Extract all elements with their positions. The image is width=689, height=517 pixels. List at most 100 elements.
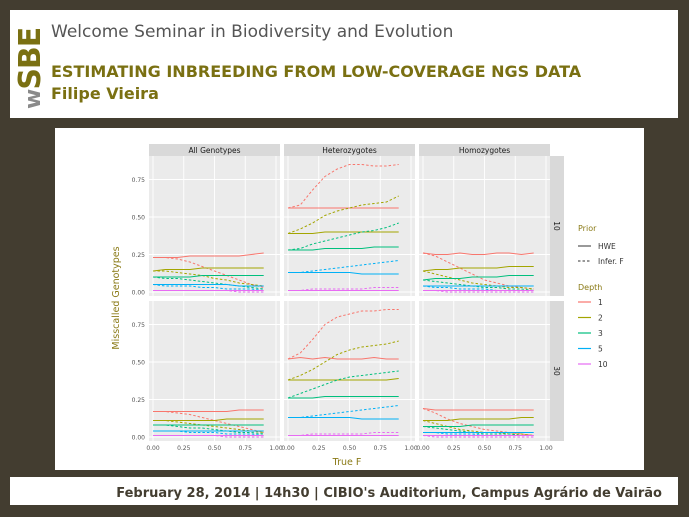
series-line-depth-2-inferf — [287, 340, 399, 381]
series-line-depth-5-hwe — [153, 284, 264, 287]
seminar-name: Welcome Seminar in Biodiversity and Evol… — [51, 22, 454, 42]
speaker-name: Filipe Vieira — [51, 84, 159, 103]
legend-label-depth: 3 — [598, 329, 603, 338]
series-line-depth-2-hwe — [152, 267, 264, 272]
y-tick-label: 0.00 — [132, 435, 146, 442]
series-line-depth-10-inferf — [423, 290, 534, 293]
series-line-depth-3-inferf — [422, 279, 534, 291]
series-line-depth-3-hwe — [422, 275, 534, 281]
x-tick-label: 0.25 — [177, 445, 191, 452]
series-line-depth-1-inferf — [153, 411, 264, 433]
facet-label-row: 30 — [552, 366, 561, 376]
talk-title: ESTIMATING INBREEDING FROM LOW-COVERAGE … — [51, 62, 582, 81]
chart-figure: All Genotypes Heterozygotes Homozygotes 10 3… — [55, 128, 644, 470]
x-tick-label: 0.00 — [281, 445, 295, 452]
x-tick-label: 1.00 — [539, 445, 553, 452]
series-line-depth-3-inferf — [287, 222, 399, 251]
y-axis-title: Misscalled Genotypes — [111, 246, 122, 349]
svg-text:wSBE: wSBE — [13, 28, 46, 109]
series-line-depth-2-hwe — [288, 231, 399, 234]
y-tick-label: 0.75 — [132, 322, 146, 329]
series-line-depth-1-inferf — [287, 164, 399, 209]
series-line-depth-5-inferf — [422, 285, 534, 291]
y-tick-label: 0.00 — [132, 290, 146, 297]
series-line-depth-5-inferf — [152, 284, 264, 291]
facet-label-row: 10 — [552, 221, 561, 231]
series-line-depth-10-inferf — [422, 435, 534, 438]
series-line-depth-10-inferf — [153, 435, 264, 438]
facet-strip-col — [149, 144, 280, 156]
y-tick-label: 0.25 — [132, 397, 146, 404]
series-line-depth-3-hwe — [288, 246, 399, 251]
x-tick-label: 1.00 — [404, 445, 418, 452]
legend-label-depth: 1 — [598, 298, 603, 307]
x-tick-label: 0.75 — [374, 445, 388, 452]
slide-header — [10, 10, 678, 118]
y-tick-label: 0.75 — [132, 177, 146, 184]
legend-label-depth: 5 — [598, 345, 603, 354]
x-tick-label: 0.75 — [509, 445, 523, 452]
legend-label-prior: HWE — [598, 242, 616, 251]
series-line-depth-2-inferf — [422, 270, 534, 290]
series-line-depth-10-inferf — [153, 290, 264, 293]
series-line-depth-3-hwe — [153, 275, 264, 278]
facet-strip-row — [550, 301, 564, 441]
x-axis-title: True F — [332, 457, 362, 468]
x-tick-label: 0.25 — [312, 445, 326, 452]
facet-strip-row — [550, 156, 564, 296]
series-line-depth-2-inferf — [287, 195, 399, 234]
series-line-depth-2-hwe — [288, 378, 399, 381]
series-line-depth-3-inferf — [287, 370, 399, 399]
series-line-depth-1-hwe — [153, 409, 264, 412]
x-tick-label: 0.00 — [416, 445, 430, 452]
series-line-depth-3-inferf — [152, 276, 264, 290]
y-tick-label: 0.25 — [132, 252, 146, 259]
series-line-depth-1-hwe — [422, 408, 534, 411]
series-line-depth-2-hwe — [422, 266, 534, 272]
legend-label-prior: Infer. F — [598, 257, 624, 266]
y-tick-label: 0.50 — [132, 360, 146, 367]
x-tick-label: 0.50 — [208, 445, 222, 452]
facet-label-col: All Genotypes — [188, 146, 240, 155]
legend-title-prior: Prior — [578, 224, 597, 233]
series-line-depth-3-hwe — [423, 424, 534, 427]
series-line-depth-2-inferf — [422, 420, 534, 436]
series-line-depth-1-hwe — [153, 252, 264, 258]
series-line-depth-2-hwe — [423, 417, 534, 421]
legend-title-depth: Depth — [578, 283, 602, 292]
x-tick-label: 0.25 — [447, 445, 461, 452]
legend-label-depth: 10 — [598, 360, 608, 369]
series-line-depth-3-hwe — [288, 396, 399, 399]
slide-footer — [10, 477, 678, 505]
series-line-depth-3-inferf — [153, 424, 264, 435]
series-line-depth-5-hwe — [288, 417, 399, 420]
x-tick-label: 0.50 — [343, 445, 357, 452]
series-line-depth-1-hwe — [422, 252, 534, 256]
series-line-depth-5-hwe — [288, 272, 399, 275]
misscalled-genotypes-chart: All Genotypes Heterozygotes Homozygotes 10 3… — [111, 144, 624, 468]
x-tick-label: 1.00 — [269, 445, 283, 452]
facet-strip-col — [419, 144, 550, 156]
series-line-depth-1-hwe — [287, 356, 399, 360]
series-line-depth-2-hwe — [153, 418, 264, 421]
series-line-depth-2-inferf — [153, 270, 264, 287]
wsbe-logo: wSBE — [10, 15, 46, 110]
legend-label-depth: 2 — [598, 314, 603, 323]
facet-strip-col — [284, 144, 415, 156]
y-tick-label: 0.50 — [132, 215, 146, 222]
facet-label-col: Heterozygotes — [322, 146, 377, 155]
series-line-depth-5-inferf — [153, 430, 264, 436]
series-line-depth-5-inferf — [288, 260, 399, 273]
event-details: February 28, 2014 | 14h30 | CIBIO's Audi… — [116, 486, 662, 501]
series-line-depth-10-inferf — [288, 432, 399, 436]
series-line-depth-1-inferf — [153, 257, 264, 288]
series-line-depth-10-inferf — [288, 287, 399, 291]
series-line-depth-1-inferf — [287, 309, 399, 360]
series-line-depth-3-inferf — [422, 426, 534, 436]
x-tick-label: 0.50 — [478, 445, 492, 452]
series-line-depth-2-inferf — [153, 420, 264, 433]
series-line-depth-1-inferf — [422, 408, 534, 436]
facet-label-col: Homozygotes — [459, 146, 510, 155]
x-tick-label: 0.75 — [239, 445, 253, 452]
x-tick-label: 0.00 — [146, 445, 160, 452]
